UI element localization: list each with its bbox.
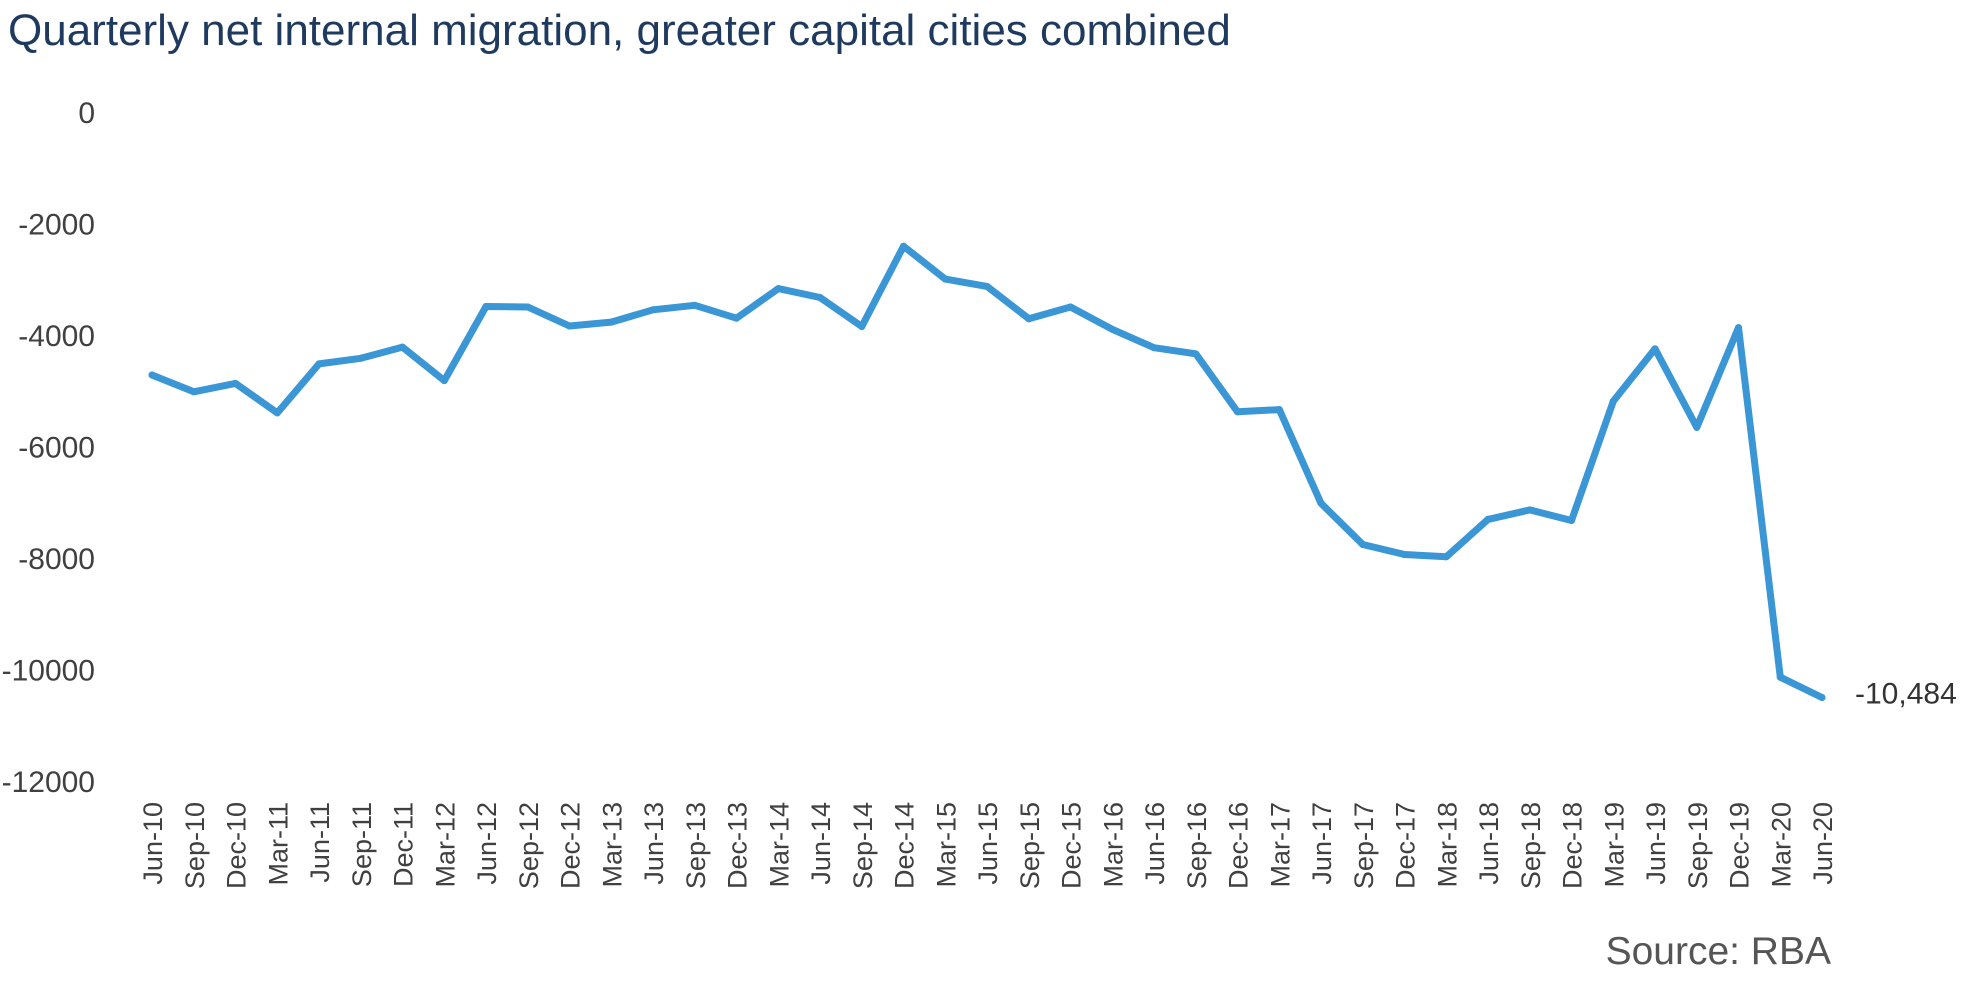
data-point <box>1192 350 1200 358</box>
y-tick-label: -2000 <box>18 209 95 242</box>
x-tick-label: Mar-15 <box>931 802 961 888</box>
data-point <box>1609 397 1617 405</box>
data-point <box>232 379 239 387</box>
x-tick-label: Jun-15 <box>973 802 1003 885</box>
data-point <box>399 343 406 351</box>
data-point <box>1568 517 1575 525</box>
y-tick-label: -12000 <box>2 766 95 799</box>
data-point <box>649 306 657 314</box>
x-tick-label: Sep-13 <box>681 802 711 889</box>
y-tick-label: -8000 <box>18 543 95 576</box>
data-point <box>1150 344 1158 352</box>
data-point <box>1234 408 1241 416</box>
data-point <box>1275 406 1283 414</box>
data-point <box>566 322 573 330</box>
data-point <box>1359 541 1367 549</box>
x-tick-label: Jun-18 <box>1474 802 1504 885</box>
y-tick-label: -4000 <box>18 320 95 353</box>
x-tick-label: Jun-17 <box>1307 802 1337 885</box>
data-point <box>1526 506 1534 514</box>
data-point <box>1484 515 1492 523</box>
data-point <box>774 285 782 293</box>
data-point <box>524 303 532 311</box>
end-value-label: -10,484 <box>1855 677 1957 710</box>
series-layer <box>148 242 1826 701</box>
data-point <box>858 323 866 331</box>
y-axis: 0 -2000 -4000 -6000 -8000 -10000 -12000 <box>2 97 95 799</box>
x-tick-label: Mar-13 <box>597 802 627 888</box>
x-tick-label: Jun-16 <box>1140 802 1170 885</box>
x-tick-label: Dec-10 <box>222 802 252 889</box>
x-tick-label: Dec-16 <box>1224 802 1254 889</box>
y-tick-label: -6000 <box>18 432 95 465</box>
data-point <box>1025 315 1033 323</box>
x-tick-label: Dec-19 <box>1725 802 1755 889</box>
data-point <box>900 242 907 250</box>
x-tick-label: Sep-10 <box>180 802 210 889</box>
source-note: Source: RBA <box>1605 930 1831 973</box>
x-tick-label: Mar-16 <box>1098 802 1128 888</box>
y-tick-label: -10000 <box>2 655 95 688</box>
data-point <box>1317 499 1325 507</box>
data-point <box>607 318 615 326</box>
x-axis: Jun-10 Sep-10 Dec-10 Mar-11 Jun-11 Sep-11 Dec-… <box>138 802 1838 889</box>
data-point <box>941 275 949 283</box>
x-tick-label: Sep-19 <box>1683 802 1713 889</box>
x-tick-label: Sep-18 <box>1516 802 1546 889</box>
series-line <box>148 242 1826 701</box>
x-tick-label: Mar-19 <box>1599 802 1629 888</box>
x-tick-label: Dec-18 <box>1558 802 1588 889</box>
x-tick-label: Dec-15 <box>1057 802 1087 889</box>
x-tick-label: Dec-11 <box>389 802 419 887</box>
x-tick-label: Sep-12 <box>514 802 544 889</box>
x-tick-label: Mar-18 <box>1432 802 1462 888</box>
data-point <box>1067 303 1074 311</box>
x-tick-label: Sep-14 <box>848 802 878 889</box>
x-tick-label: Jun-14 <box>806 802 836 885</box>
x-tick-label: Sep-16 <box>1182 802 1212 889</box>
x-tick-label: Dec-17 <box>1391 802 1421 889</box>
data-point <box>440 377 448 385</box>
x-tick-label: Jun-13 <box>639 802 669 885</box>
x-tick-label: Mar-14 <box>764 802 794 888</box>
x-tick-label: Jun-20 <box>1808 802 1838 885</box>
data-point <box>482 302 490 310</box>
x-tick-label: Dec-14 <box>890 802 920 889</box>
data-point <box>1401 551 1408 559</box>
data-point <box>1651 345 1659 353</box>
y-tick-label: 0 <box>78 97 95 130</box>
data-point <box>1108 325 1116 333</box>
x-tick-label: Mar-17 <box>1265 802 1295 888</box>
x-tick-label: Sep-17 <box>1349 802 1379 889</box>
data-point <box>1776 673 1784 681</box>
data-point <box>148 371 156 379</box>
chart-title: Quarterly net internal migration, greate… <box>8 6 1231 55</box>
data-point <box>1818 693 1826 701</box>
x-tick-label: Mar-20 <box>1766 802 1796 888</box>
data-point <box>273 409 281 417</box>
data-point <box>315 360 323 368</box>
x-tick-label: Mar-12 <box>430 802 460 888</box>
data-point <box>1442 553 1450 561</box>
data-point <box>983 282 991 290</box>
x-tick-label: Jun-11 <box>305 802 335 883</box>
x-tick-label: Mar-11 <box>263 802 293 886</box>
data-point <box>733 314 740 322</box>
x-tick-label: Jun-19 <box>1641 802 1671 885</box>
x-tick-label: Dec-12 <box>556 802 586 889</box>
x-tick-label: Dec-13 <box>723 802 753 889</box>
x-tick-label: Sep-15 <box>1015 802 1045 889</box>
data-point <box>357 354 365 362</box>
data-point <box>190 388 198 396</box>
data-point <box>1693 423 1701 431</box>
x-tick-label: Sep-11 <box>347 802 377 887</box>
x-tick-label: Jun-12 <box>472 802 502 885</box>
data-point <box>816 294 824 302</box>
data-point <box>691 301 699 309</box>
data-point <box>1735 324 1742 332</box>
annotation-layer: -10,484 <box>1855 677 1957 710</box>
x-tick-label: Jun-10 <box>138 802 168 885</box>
